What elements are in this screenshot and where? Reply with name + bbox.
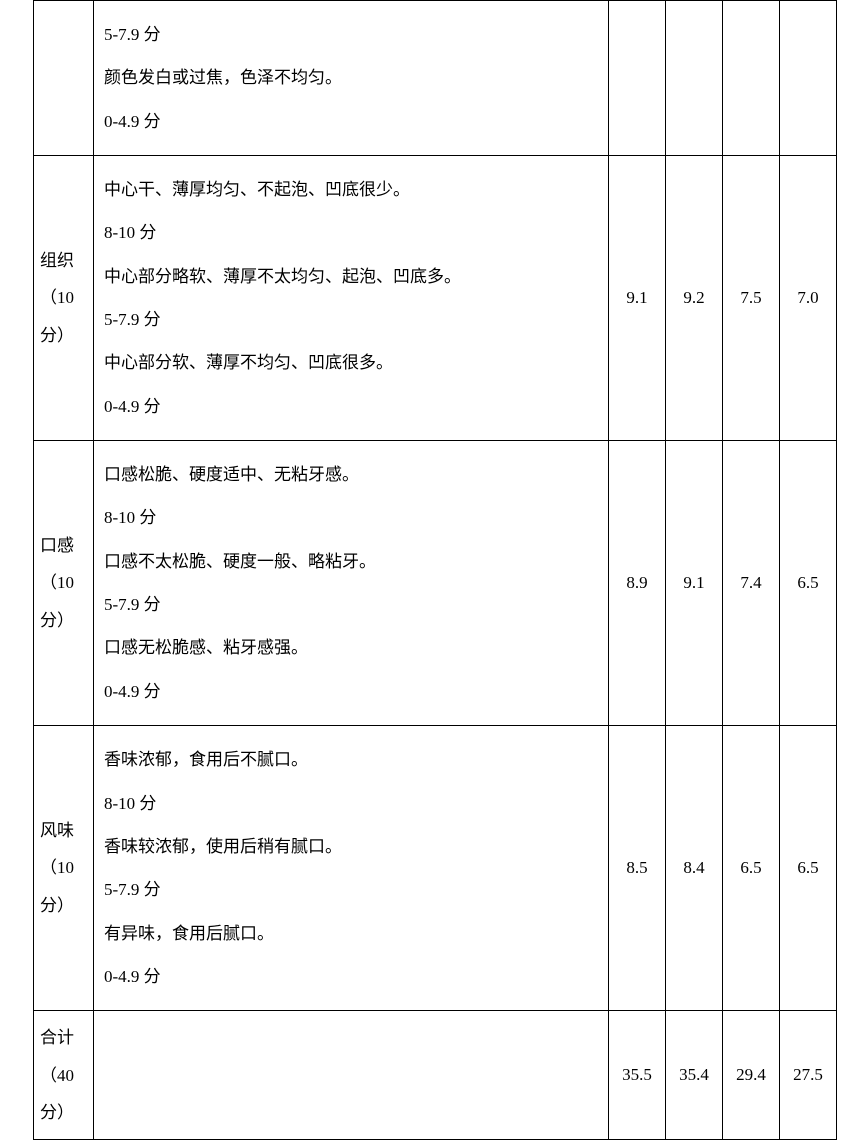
- desc-line: 口感无松脆感、粘牙感强。: [104, 626, 598, 669]
- row-value: 8.9: [609, 567, 665, 599]
- row-label: 口感（10分）: [34, 519, 93, 647]
- row-label: 组织（10分）: [34, 234, 93, 362]
- table-row: 风味（10分） 香味浓郁，食用后不腻口。 8-10 分 香味较浓郁，使用后稍有腻…: [34, 726, 837, 1011]
- row-desc-cell: [94, 1011, 609, 1140]
- evaluation-table: 5-7.9 分 颜色发白或过焦，色泽不均匀。 0-4.9 分 组织（10分）: [33, 0, 837, 1140]
- desc-line: 口感不太松脆、硬度一般、略粘牙。: [104, 540, 598, 583]
- row-value: [723, 72, 779, 84]
- row-value-cell: 8.5: [609, 726, 666, 1011]
- desc-line: 8-10 分: [104, 211, 598, 254]
- row-value-cell: 8.4: [666, 726, 723, 1011]
- row-value: [780, 72, 836, 84]
- row-value: 9.1: [609, 282, 665, 314]
- row-label: [34, 70, 93, 86]
- row-value: 7.0: [780, 282, 836, 314]
- row-value-cell: [780, 1, 837, 156]
- row-value-cell: [723, 1, 780, 156]
- row-label-cell: 口感（10分）: [34, 441, 94, 726]
- row-value-cell: 6.5: [723, 726, 780, 1011]
- desc-line: 香味较浓郁，使用后稍有腻口。: [104, 825, 598, 868]
- desc-line: 中心部分软、薄厚不均匀、凹底很多。: [104, 341, 598, 384]
- row-label-cell: 组织（10分）: [34, 156, 94, 441]
- row-value: 29.4: [723, 1059, 779, 1091]
- row-value-cell: 6.5: [780, 441, 837, 726]
- desc-line: 8-10 分: [104, 782, 598, 825]
- desc-line: 5-7.9 分: [104, 583, 598, 626]
- row-value-cell: 9.2: [666, 156, 723, 441]
- row-value-cell: 6.5: [780, 726, 837, 1011]
- row-value: 6.5: [723, 852, 779, 884]
- row-desc: [94, 1040, 608, 1110]
- desc-line: 中心干、薄厚均匀、不起泡、凹底很少。: [104, 168, 598, 211]
- desc-line: 5-7.9 分: [104, 868, 598, 911]
- table-row: 口感（10分） 口感松脆、硬度适中、无粘牙感。 8-10 分 口感不太松脆、硬度…: [34, 441, 837, 726]
- row-value: 9.2: [666, 282, 722, 314]
- row-desc-cell: 中心干、薄厚均匀、不起泡、凹底很少。 8-10 分 中心部分略软、薄厚不太均匀、…: [94, 156, 609, 441]
- row-value-cell: 7.4: [723, 441, 780, 726]
- row-value: 6.5: [780, 567, 836, 599]
- row-value: 8.5: [609, 852, 665, 884]
- row-value-cell: 7.0: [780, 156, 837, 441]
- table-row: 组织（10分） 中心干、薄厚均匀、不起泡、凹底很少。 8-10 分 中心部分略软…: [34, 156, 837, 441]
- desc-line: 0-4.9 分: [104, 385, 598, 428]
- table-row: 5-7.9 分 颜色发白或过焦，色泽不均匀。 0-4.9 分: [34, 1, 837, 156]
- row-value-cell: 35.5: [609, 1011, 666, 1140]
- desc-line: 5-7.9 分: [104, 13, 598, 56]
- row-desc: 中心干、薄厚均匀、不起泡、凹底很少。 8-10 分 中心部分略软、薄厚不太均匀、…: [94, 156, 608, 440]
- row-value-cell: [609, 1, 666, 156]
- row-value: 7.5: [723, 282, 779, 314]
- desc-line: 中心部分略软、薄厚不太均匀、起泡、凹底多。: [104, 255, 598, 298]
- row-value: 9.1: [666, 567, 722, 599]
- row-value: 8.4: [666, 852, 722, 884]
- row-label-cell: 风味（10分）: [34, 726, 94, 1011]
- desc-line: 0-4.9 分: [104, 955, 598, 998]
- row-value-cell: 9.1: [609, 156, 666, 441]
- row-desc-cell: 香味浓郁，食用后不腻口。 8-10 分 香味较浓郁，使用后稍有腻口。 5-7.9…: [94, 726, 609, 1011]
- desc-line: 有异味，食用后腻口。: [104, 912, 598, 955]
- row-value: 6.5: [780, 852, 836, 884]
- row-desc: 口感松脆、硬度适中、无粘牙感。 8-10 分 口感不太松脆、硬度一般、略粘牙。 …: [94, 441, 608, 725]
- row-value: [609, 72, 665, 84]
- row-value: [666, 72, 722, 84]
- row-label-cell: 合计（40分）: [34, 1011, 94, 1140]
- row-value-cell: 9.1: [666, 441, 723, 726]
- row-value: 35.5: [609, 1059, 665, 1091]
- table-row: 合计（40分） 35.5 35.4 29.4 27.5: [34, 1011, 837, 1140]
- row-desc-cell: 口感松脆、硬度适中、无粘牙感。 8-10 分 口感不太松脆、硬度一般、略粘牙。 …: [94, 441, 609, 726]
- desc-line: 0-4.9 分: [104, 100, 598, 143]
- row-desc-cell: 5-7.9 分 颜色发白或过焦，色泽不均匀。 0-4.9 分: [94, 1, 609, 156]
- row-value: 7.4: [723, 567, 779, 599]
- desc-line: 0-4.9 分: [104, 670, 598, 713]
- row-value-cell: 7.5: [723, 156, 780, 441]
- desc-line: 口感松脆、硬度适中、无粘牙感。: [104, 453, 598, 496]
- desc-line: 香味浓郁，食用后不腻口。: [104, 738, 598, 781]
- row-value-cell: 29.4: [723, 1011, 780, 1140]
- desc-line: 8-10 分: [104, 496, 598, 539]
- desc-line: 5-7.9 分: [104, 298, 598, 341]
- row-desc: 5-7.9 分 颜色发白或过焦，色泽不均匀。 0-4.9 分: [94, 1, 608, 155]
- row-value: 27.5: [780, 1059, 836, 1091]
- row-label: 风味（10分）: [34, 804, 93, 932]
- row-value-cell: 35.4: [666, 1011, 723, 1140]
- row-value-cell: 27.5: [780, 1011, 837, 1140]
- desc-line: 颜色发白或过焦，色泽不均匀。: [104, 56, 598, 99]
- row-label: 合计（40分）: [34, 1011, 93, 1139]
- page: 5-7.9 分 颜色发白或过焦，色泽不均匀。 0-4.9 分 组织（10分）: [0, 0, 865, 1000]
- row-value: 35.4: [666, 1059, 722, 1091]
- row-value-cell: 8.9: [609, 441, 666, 726]
- row-value-cell: [666, 1, 723, 156]
- row-desc: 香味浓郁，食用后不腻口。 8-10 分 香味较浓郁，使用后稍有腻口。 5-7.9…: [94, 726, 608, 1010]
- row-label-cell: [34, 1, 94, 156]
